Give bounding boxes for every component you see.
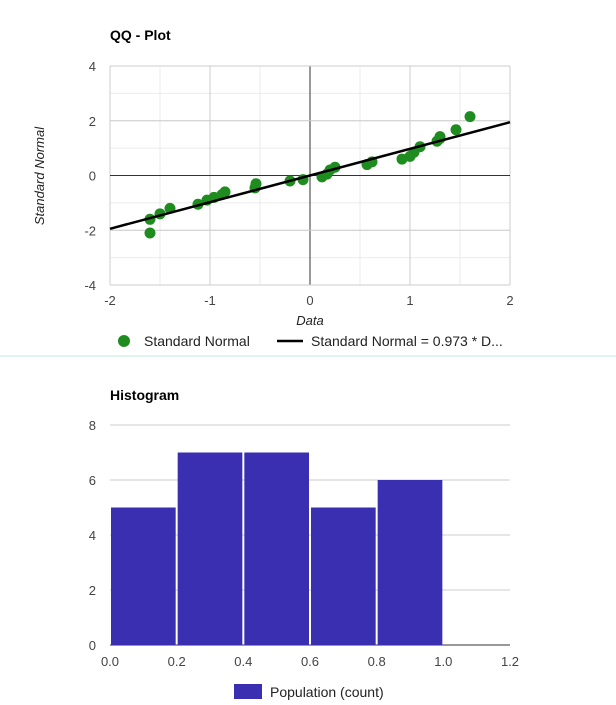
histogram-bar — [377, 480, 443, 645]
qq-data-point — [450, 124, 462, 136]
qq-x-tick-label: 1 — [406, 293, 413, 308]
histogram-bar — [244, 452, 309, 645]
histogram-y-tick-label: 2 — [89, 583, 96, 598]
qq-y-tick-label: 4 — [89, 59, 96, 74]
histogram-chart: Histogram 0 2 4 6 8 0.0 0.2 0.4 0.6 0.8 1.0 1.2 Pop… — [89, 387, 519, 700]
histogram-legend-swatch — [234, 684, 262, 699]
histogram-title: Histogram — [110, 387, 179, 403]
histogram-y-tick-label: 0 — [89, 638, 96, 653]
histogram-x-tick-label: 1.0 — [434, 654, 452, 669]
qq-y-axis-title: Standard Normal — [32, 126, 47, 225]
qq-x-tick-label: -1 — [204, 293, 216, 308]
histogram-y-tick-label: 8 — [89, 418, 96, 433]
qq-x-tick-label: 2 — [506, 293, 513, 308]
histogram-tick-labels: 0 2 4 6 8 0.0 0.2 0.4 0.6 0.8 1.0 1.2 — [89, 418, 519, 669]
qq-y-tick-label: 2 — [89, 114, 96, 129]
qq-trendline — [109, 121, 511, 230]
qq-x-axis-title: Data — [296, 313, 323, 328]
histogram-bar — [111, 507, 176, 645]
qq-y-tick-label: 0 — [89, 169, 96, 184]
qq-data-point — [464, 111, 476, 123]
histogram-bar — [177, 452, 243, 645]
qq-x-tick-label: 0 — [306, 293, 313, 308]
qq-legend-point-marker — [118, 335, 130, 347]
qq-plot-title: QQ - Plot — [110, 27, 171, 43]
qq-data-point — [250, 178, 262, 190]
qq-x-tick-label: -2 — [104, 293, 116, 308]
histogram-x-tick-label: 1.2 — [501, 654, 519, 669]
histogram-x-tick-label: 0.8 — [368, 654, 386, 669]
histogram-y-tick-label: 4 — [89, 528, 96, 543]
histogram-x-tick-label: 0.2 — [168, 654, 186, 669]
qq-data-point — [144, 227, 156, 239]
histogram-bars — [111, 452, 443, 645]
histogram-x-tick-label: 0.0 — [101, 654, 119, 669]
qq-legend-trend-label: Standard Normal = 0.973 * D... — [311, 333, 503, 349]
histogram-legend-label: Population (count) — [270, 684, 384, 700]
histogram-bar — [311, 507, 376, 645]
histogram-legend[interactable]: Population (count) — [234, 684, 384, 700]
histogram-x-tick-label: 0.6 — [301, 654, 319, 669]
qq-y-tick-label: -4 — [84, 278, 96, 293]
qq-y-tick-label: -2 — [84, 223, 96, 238]
histogram-y-tick-label: 6 — [89, 473, 96, 488]
qq-plot-tick-labels: -2 -1 0 1 2 -4 -2 0 2 4 — [84, 59, 513, 308]
qq-legend-points-label: Standard Normal — [144, 333, 250, 349]
qq-legend[interactable]: Standard Normal Standard Normal = 0.973 … — [118, 333, 503, 349]
histogram-gridlines — [110, 424, 510, 646]
histogram-x-tick-label: 0.4 — [234, 654, 252, 669]
qq-plot-chart: QQ - Plot -2 -1 0 1 2 -4 -2 0 2 4 Data Standard N… — [32, 27, 514, 349]
